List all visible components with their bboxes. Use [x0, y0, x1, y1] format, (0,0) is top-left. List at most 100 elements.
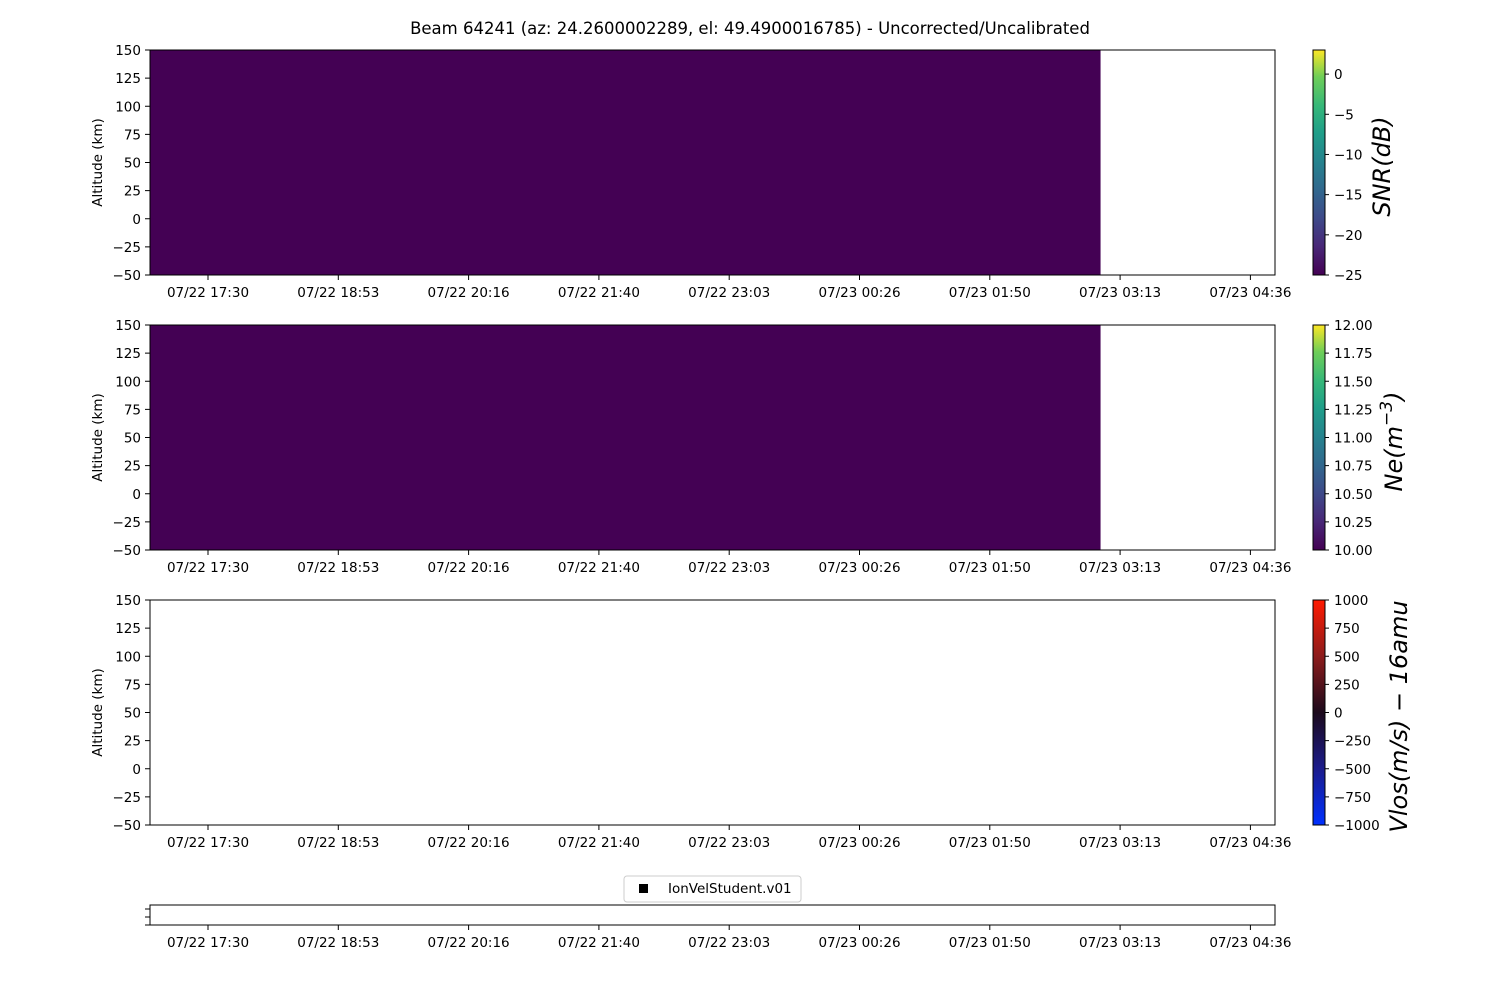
panel-2-xtick-label-3: 07/22 21:40	[558, 560, 640, 576]
panel-2-ytick-label-7: 125	[115, 346, 141, 362]
panel-3-cbar-tick-label-8: −1000	[1334, 818, 1380, 834]
panel-2-xtick-label-5: 07/23 00:26	[818, 560, 900, 576]
panel-3-ytick-label-3: 25	[124, 734, 141, 750]
legend-axis: 07/22 17:30 07/22 18:53 07/22 20:16 07/22 2…	[145, 875, 1291, 951]
panel-3-cbar-tick-label-0: 1000	[1334, 593, 1368, 609]
panel-1-ytick-label-2: 0	[132, 212, 141, 228]
panel-1-xtick-label-5: 07/23 00:26	[818, 285, 900, 301]
panel-3-cbar-tick-label-6: −500	[1334, 762, 1371, 778]
panel-3-xtick-label-5: 07/23 00:26	[818, 835, 900, 851]
panel-1-colorbar-gradient	[1312, 49, 1326, 276]
panel-3-cbar-tick-label-4: 0	[1334, 706, 1343, 722]
panel-1-ytick-label-8: 150	[115, 43, 141, 59]
panel-1-colorbar: 0 −5 −10 −15 −20 −25 SNR(dB)	[1312, 49, 1396, 284]
panel-2-ytick-label-3: 25	[124, 459, 141, 475]
panel-3-ytick-label-7: 125	[115, 621, 141, 637]
panel-3-xtick-label-2: 07/22 20:16	[428, 835, 510, 851]
panel-1-ytick-label-7: 125	[115, 71, 141, 87]
panel-3-ytick-label-6: 100	[115, 649, 141, 665]
panel-1-ytick-label-5: 75	[124, 127, 141, 143]
panel-2-cbar-tick-label-7: 10.25	[1334, 515, 1373, 531]
panel-1-xtick-label-4: 07/22 23:03	[688, 285, 770, 301]
panel-2-ytick-label-2: 0	[132, 487, 141, 503]
panel-1-cbar-tick-label-2: −10	[1334, 147, 1363, 163]
legend-axis-xtick-label-6: 07/23 01:50	[949, 935, 1031, 951]
legend-axis-xtick-label-2: 07/22 20:16	[428, 935, 510, 951]
panel-2-xtick-label-0: 07/22 17:30	[167, 560, 249, 576]
panel-2-data-fill	[150, 325, 1101, 550]
panel-1-cbar-tick-label-1: −5	[1334, 107, 1354, 123]
panel-2-xtick-label-1: 07/22 18:53	[297, 560, 379, 576]
panel-2-ytick-label-5: 75	[124, 402, 141, 418]
panel-3-xtick-label-4: 07/22 23:03	[688, 835, 770, 851]
panel-2-ytick-label-4: 50	[124, 431, 141, 447]
panel-1-cbar-tick-label-5: −25	[1334, 268, 1363, 284]
panel-3-frame	[149, 599, 1276, 826]
legend-axis-xtick-label-1: 07/22 18:53	[297, 935, 379, 951]
panel-3-ytick-label-5: 75	[124, 677, 141, 693]
panel-2-cbar-tick-label-4: 11.00	[1334, 431, 1373, 447]
panel-3-cbar-tick-label-2: 500	[1334, 649, 1360, 665]
panel-2-ytick-label-6: 100	[115, 374, 141, 390]
panel-3-ytick-label-8: 150	[115, 593, 141, 609]
panel-2-cbar-tick-label-0: 12.00	[1334, 318, 1373, 334]
panel-3-cbar-tick-label-3: 250	[1334, 677, 1360, 693]
legend-marker	[639, 884, 648, 893]
panel-3-cbar-tick-label-1: 750	[1334, 621, 1360, 637]
panel-2-xtick-label-7: 07/23 03:13	[1079, 560, 1161, 576]
panel-1-ylabel: Altitude (km)	[90, 118, 106, 207]
legend-axis-xtick-label-4: 07/22 23:03	[688, 935, 770, 951]
panel-1-xtick-label-0: 07/22 17:30	[167, 285, 249, 301]
panel-1-ytick-label-4: 50	[124, 156, 141, 172]
panel-1-cbar-tick-label-3: −15	[1334, 188, 1363, 204]
panel-1-xtick-label-6: 07/23 01:50	[949, 285, 1031, 301]
panel-1-cbar-tick-label-4: −20	[1334, 228, 1363, 244]
chart-title: Beam 64241 (az: 24.2600002289, el: 49.49…	[410, 19, 1090, 38]
panel-1-xtick-label-8: 07/23 04:36	[1209, 285, 1291, 301]
panel-3-ylabel: Altitude (km)	[90, 668, 106, 757]
panel-2-ytick-label-8: 150	[115, 318, 141, 334]
legend-axis-xtick-label-8: 07/23 04:36	[1209, 935, 1291, 951]
panel-2-xtick-label-2: 07/22 20:16	[428, 560, 510, 576]
panel-3-xtick-label-3: 07/22 21:40	[558, 835, 640, 851]
panel-2-xtick-label-4: 07/22 23:03	[688, 560, 770, 576]
panel-1-data-fill	[150, 50, 1101, 275]
panel-2-cbar-tick-label-8: 10.00	[1334, 543, 1373, 559]
panel-2-colorbar-label-tail: )	[1380, 392, 1408, 403]
panel-3-xtick-label-6: 07/23 01:50	[949, 835, 1031, 851]
panel-3-colorbar-gradient	[1312, 599, 1326, 826]
panel-3-xtick-label-1: 07/22 18:53	[297, 835, 379, 851]
panel-1-xtick-label-1: 07/22 18:53	[297, 285, 379, 301]
panel-2-colorbar-label-exponent: −3	[1377, 401, 1397, 426]
panel-3-cbar-tick-label-7: −750	[1334, 790, 1371, 806]
panel-3-cbar-tick-label-5: −250	[1334, 734, 1371, 750]
legend-entry-label: IonVelStudent.v01	[668, 881, 792, 897]
legend-box	[623, 875, 802, 903]
legend-axis-xtick-label-3: 07/22 21:40	[558, 935, 640, 951]
panel-2-cbar-tick-label-1: 11.75	[1334, 346, 1373, 362]
panel-2-cbar-tick-label-5: 10.75	[1334, 459, 1373, 475]
panel-1-colorbar-label: SNR(dB)	[1368, 116, 1396, 216]
legend-axis-xtick-label-5: 07/23 00:26	[818, 935, 900, 951]
panel-2-ytick-label-1: −25	[113, 515, 142, 531]
panel-1-ytick-label-3: 25	[124, 184, 141, 200]
panel-1-ytick-label-6: 100	[115, 99, 141, 115]
panel-1-cbar-tick-label-0: 0	[1334, 67, 1343, 83]
legend: IonVelStudent.v01	[623, 875, 802, 903]
panel-2-colorbar-gradient	[1312, 324, 1326, 551]
legend-axis-frame	[149, 904, 1276, 926]
panel-1-xtick-label-2: 07/22 20:16	[428, 285, 510, 301]
panel-2-colorbar: 12.00 11.75 11.50 11.25 11.00 10.75 10.50 10.25…	[1312, 318, 1408, 559]
panel-3-ytick-label-1: −25	[113, 790, 142, 806]
panel-2-ylabel: Altitude (km)	[90, 393, 106, 482]
panel-1-xtick-label-7: 07/23 03:13	[1079, 285, 1161, 301]
panel-2-ytick-label-0: −50	[113, 543, 142, 559]
panel-1-ytick-label-0: −50	[113, 268, 142, 284]
panel-2-xtick-label-6: 07/23 01:50	[949, 560, 1031, 576]
panel-2-colorbar-label: Ne(m−3)	[1377, 392, 1408, 492]
panel-3-ytick-label-4: 50	[124, 706, 141, 722]
